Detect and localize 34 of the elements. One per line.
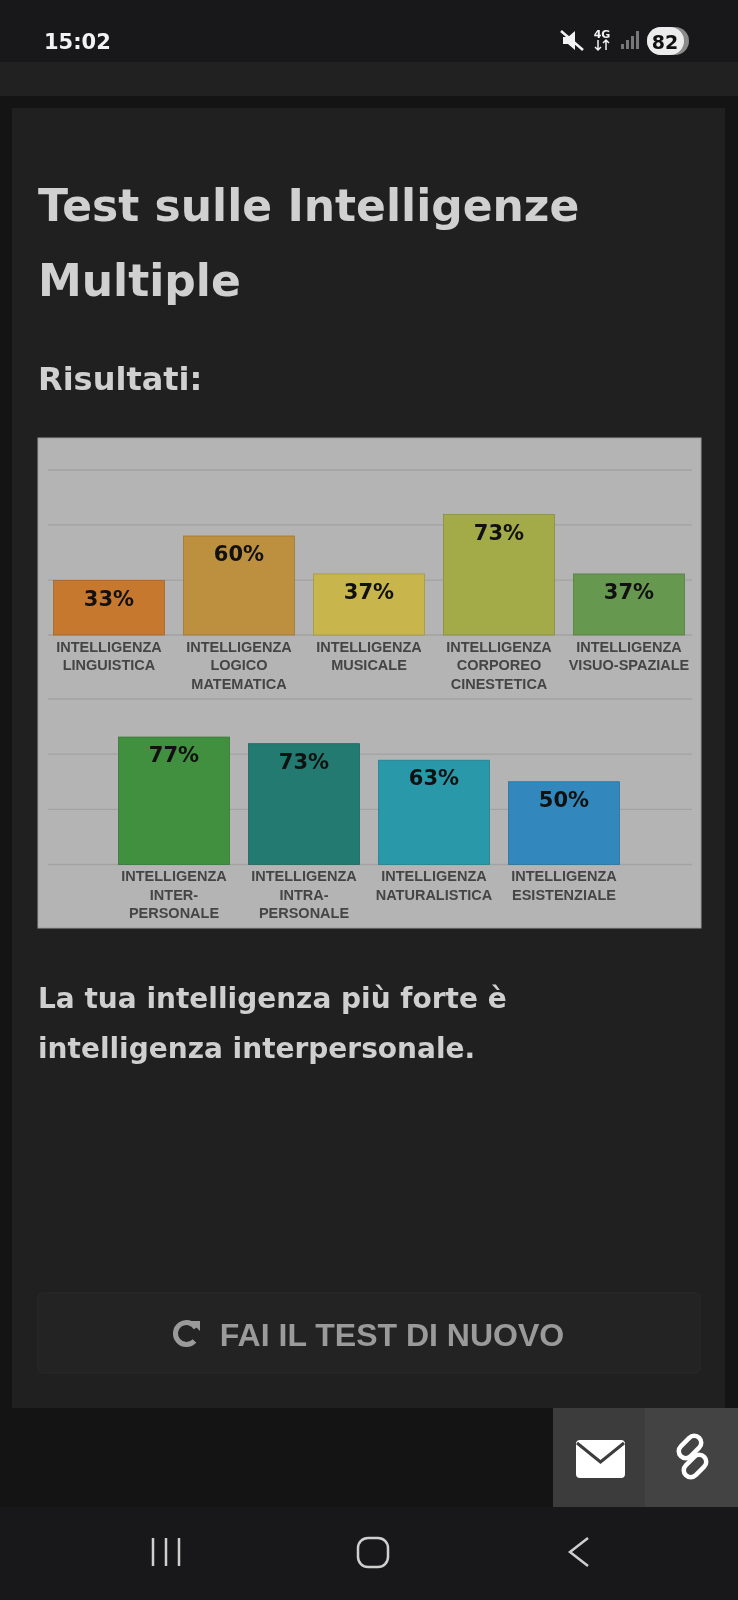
- chart-title: Test sulle Intelligenze Multiple: [38, 180, 580, 306]
- x-tick-label: INTELLIGENZA VISUO-SPAZIALE: [568, 638, 690, 673]
- text: 15:02: [44, 30, 111, 54]
- text: FAI IL TEST DI NUOVO: [219, 1317, 565, 1353]
- data-label: 50%: [538, 787, 590, 812]
- data-label: 73%: [278, 749, 330, 774]
- text: 82: [651, 30, 679, 53]
- text: La tua intelligenza più forte è intelligenza interpersonale.: [38, 982, 507, 1065]
- chart-subtitle: Risultati:: [38, 360, 203, 398]
- x-tick-label: INTELLIGENZA LOGICO MATEMATICA: [186, 638, 293, 692]
- x-tick-label: INTELLIGENZA INTER-PERSONALE: [121, 868, 228, 921]
- data-label: 73%: [473, 520, 525, 545]
- x-tick-label: INTELLIGENZA INTRA-PERSONALE: [251, 868, 358, 921]
- data-label: 33%: [83, 586, 135, 611]
- bar: [53, 580, 165, 636]
- x-tick-label: INTELLIGENZA LINGUISTICA: [56, 638, 163, 673]
- data-label: 60%: [213, 542, 265, 566]
- x-tick-label: INTELLIGENZA CORPOREO CINESTETICA: [446, 638, 553, 692]
- x-tick-label: INTELLIGENZA NATURALISTICA: [375, 868, 493, 903]
- bar: [248, 743, 360, 865]
- text: 4G: [593, 28, 611, 41]
- x-tick-label: INTELLIGENZA MUSICALE: [316, 638, 423, 673]
- bar: [183, 535, 295, 636]
- bar: [118, 736, 230, 865]
- data-label: 63%: [408, 766, 460, 791]
- bar: [378, 759, 490, 865]
- bar: [508, 781, 620, 865]
- data-label: 37%: [343, 579, 395, 604]
- data-label: 77%: [148, 743, 200, 768]
- bar: [573, 573, 685, 636]
- data-label: 37%: [603, 579, 655, 604]
- bar: [313, 573, 425, 636]
- x-tick-label: INTELLIGENZA ESISTENZIALE: [511, 868, 618, 903]
- bar: [443, 514, 555, 636]
